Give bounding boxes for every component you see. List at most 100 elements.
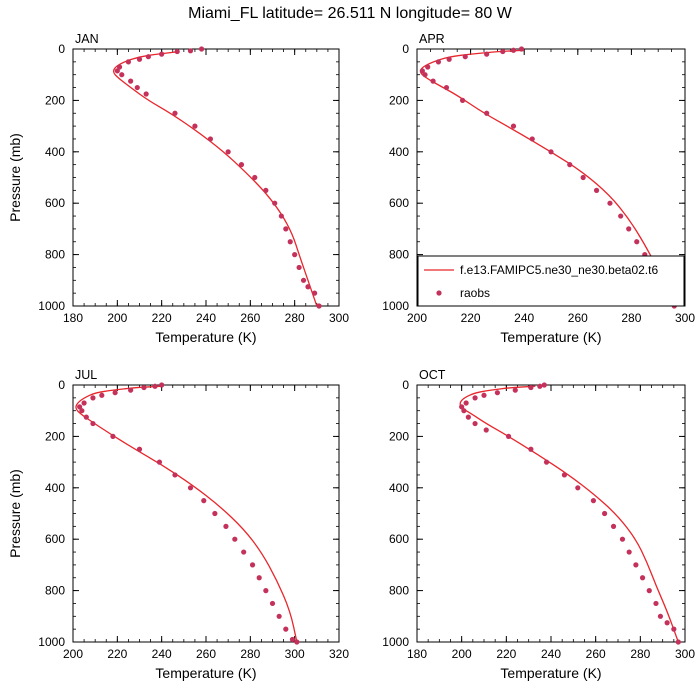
raobs-point xyxy=(223,523,229,529)
raobs-point xyxy=(119,72,125,78)
raobs-point xyxy=(618,213,624,219)
x-tick-label: 240 xyxy=(541,647,561,661)
raobs-point xyxy=(83,414,89,420)
raobs-point xyxy=(512,387,518,393)
x-tick-label: 300 xyxy=(675,647,695,661)
raobs-point xyxy=(481,392,487,398)
x-tick-label: 280 xyxy=(621,311,641,325)
x-tick-label: 220 xyxy=(461,311,481,325)
plot-frame xyxy=(416,384,686,643)
raobs-point xyxy=(459,97,466,103)
raobs-point xyxy=(152,383,158,389)
model-line xyxy=(419,49,675,306)
raobs-point xyxy=(192,123,198,129)
raobs-point xyxy=(294,639,300,645)
raobs-point xyxy=(425,64,431,70)
raobs-point xyxy=(159,382,165,388)
raobs-point xyxy=(159,51,165,57)
y-tick-label: 200 xyxy=(45,93,65,107)
y-tick-label: 200 xyxy=(45,429,65,443)
raobs-point xyxy=(422,72,428,78)
raobs-point xyxy=(575,485,581,491)
raobs-point xyxy=(593,187,600,193)
raobs-point xyxy=(653,600,659,607)
y-tick-label: 1000 xyxy=(38,635,65,649)
y-tick-label: 600 xyxy=(45,532,65,546)
x-tick-label: 300 xyxy=(329,311,349,325)
y-tick-label: 600 xyxy=(45,196,65,210)
raobs-point xyxy=(305,284,311,290)
raobs-point xyxy=(657,613,664,619)
raobs-point xyxy=(232,536,238,542)
raobs-point xyxy=(529,136,535,142)
y-axis-title: Pressure (mb) xyxy=(7,133,23,222)
panel-oct: 180 200 220 240 260 280 300 0 200 400 600 800 1000 OC… xyxy=(382,368,695,681)
y-tick-label: 800 xyxy=(389,584,409,598)
y-tick-label: 600 xyxy=(389,532,409,546)
raobs-point xyxy=(459,404,465,410)
raobs-point xyxy=(435,59,442,65)
figure-title: Miami_FL latitude= 26.511 N longitude= 8… xyxy=(188,5,513,22)
raobs-point xyxy=(283,226,289,232)
raobs-point xyxy=(548,149,554,155)
raobs-point xyxy=(136,56,143,62)
raobs-point xyxy=(430,78,436,84)
x-axis-title: Temperature (K) xyxy=(155,665,256,681)
raobs-point xyxy=(263,588,269,594)
raobs-point xyxy=(201,498,207,504)
model-line xyxy=(459,385,679,642)
raobs-point xyxy=(174,48,180,55)
raobs-point xyxy=(269,600,276,607)
raobs-point xyxy=(276,613,282,619)
raobs-point xyxy=(212,510,218,517)
raobs-point xyxy=(287,239,293,245)
legend-obs-label: raobs xyxy=(460,286,490,300)
x-tick-label: 220 xyxy=(107,647,127,661)
x-tick-label: 260 xyxy=(196,647,216,661)
raobs-point xyxy=(187,48,194,54)
panel-label: JAN xyxy=(75,32,99,46)
x-tick-label: 240 xyxy=(152,647,172,661)
raobs-point xyxy=(300,277,307,283)
raobs-point xyxy=(187,485,194,491)
y-tick-label: 600 xyxy=(389,196,409,210)
raobs-point xyxy=(518,46,525,52)
y-axis-title: Pressure (mb) xyxy=(7,469,23,558)
legend-dot-swatch xyxy=(436,290,442,296)
raobs-point xyxy=(567,162,573,168)
panel-label: JUL xyxy=(75,368,97,382)
raobs-point xyxy=(79,408,85,414)
x-tick-label: 200 xyxy=(407,311,427,325)
raobs-point xyxy=(141,384,147,391)
raobs-point xyxy=(633,562,639,568)
raobs-point xyxy=(207,136,214,142)
x-axis-title: Temperature (K) xyxy=(500,329,601,345)
raobs-point xyxy=(472,420,478,427)
raobs-point xyxy=(619,536,626,542)
raobs-point xyxy=(543,459,550,465)
x-tick-label: 180 xyxy=(63,311,83,325)
raobs-point xyxy=(238,162,245,168)
raobs-point xyxy=(77,404,83,410)
raobs-point xyxy=(626,549,632,555)
x-tick-label: 320 xyxy=(329,647,349,661)
raobs-point xyxy=(263,187,269,193)
raobs-point xyxy=(510,47,517,53)
y-tick-label: 400 xyxy=(389,145,409,159)
raobs-point xyxy=(136,446,143,452)
y-tick-label: 400 xyxy=(389,481,409,495)
raobs-point xyxy=(249,562,256,568)
x-tick-label: 300 xyxy=(675,311,695,325)
raobs-point xyxy=(463,400,469,406)
raobs-point xyxy=(626,226,632,232)
plot-frame xyxy=(72,384,340,643)
raobs-point xyxy=(461,408,467,414)
raobs-point xyxy=(580,174,586,181)
x-tick-label: 240 xyxy=(196,311,216,325)
raobs-point xyxy=(90,395,96,401)
x-tick-label: 180 xyxy=(407,647,427,661)
raobs-point xyxy=(484,51,490,57)
x-tick-label: 200 xyxy=(107,311,127,325)
raobs-point xyxy=(465,414,471,420)
